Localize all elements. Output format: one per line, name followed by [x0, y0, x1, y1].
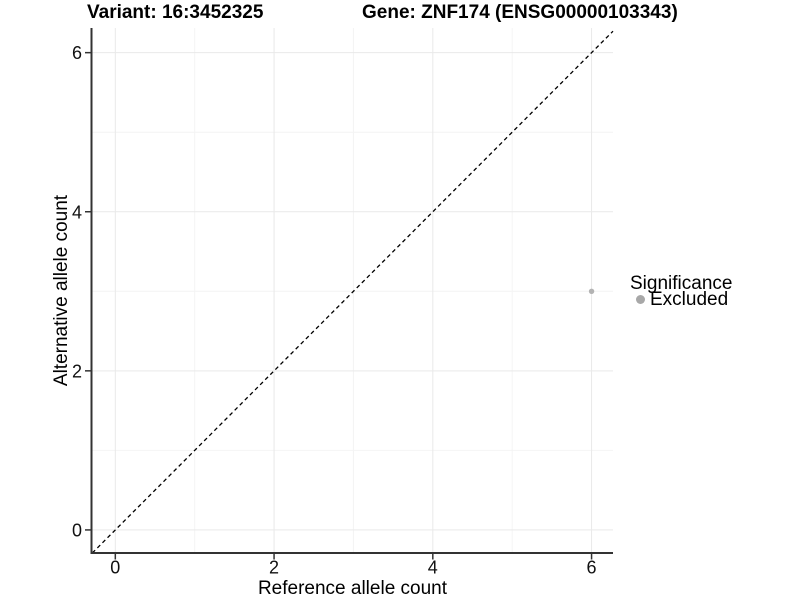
plot-title-variant: Variant: 16:3452325 — [87, 2, 264, 23]
y-tick-label: 2 — [72, 361, 82, 381]
legend-item-label: Excluded — [650, 288, 729, 310]
y-tick-label: 6 — [72, 43, 82, 63]
x-tick-label: 0 — [110, 558, 120, 578]
legend-title: Significance — [630, 273, 733, 294]
y-tick-label: 4 — [72, 202, 82, 222]
data-point — [588, 288, 595, 294]
y-axis-title: Alternative allele count — [51, 194, 72, 387]
excluded-point-icon — [636, 294, 645, 304]
x-tick-label: 6 — [587, 558, 597, 578]
legend-item-excluded: Excluded — [636, 288, 729, 310]
x-tick-label: 4 — [428, 558, 438, 578]
y-tick-label: 0 — [72, 520, 82, 540]
identity-line — [91, 30, 614, 554]
x-axis-title: Reference allele count — [257, 578, 448, 599]
x-tick-label: 2 — [269, 558, 279, 578]
plot-title-gene: Gene: ZNF174 (ENSG00000103343) — [362, 2, 678, 23]
